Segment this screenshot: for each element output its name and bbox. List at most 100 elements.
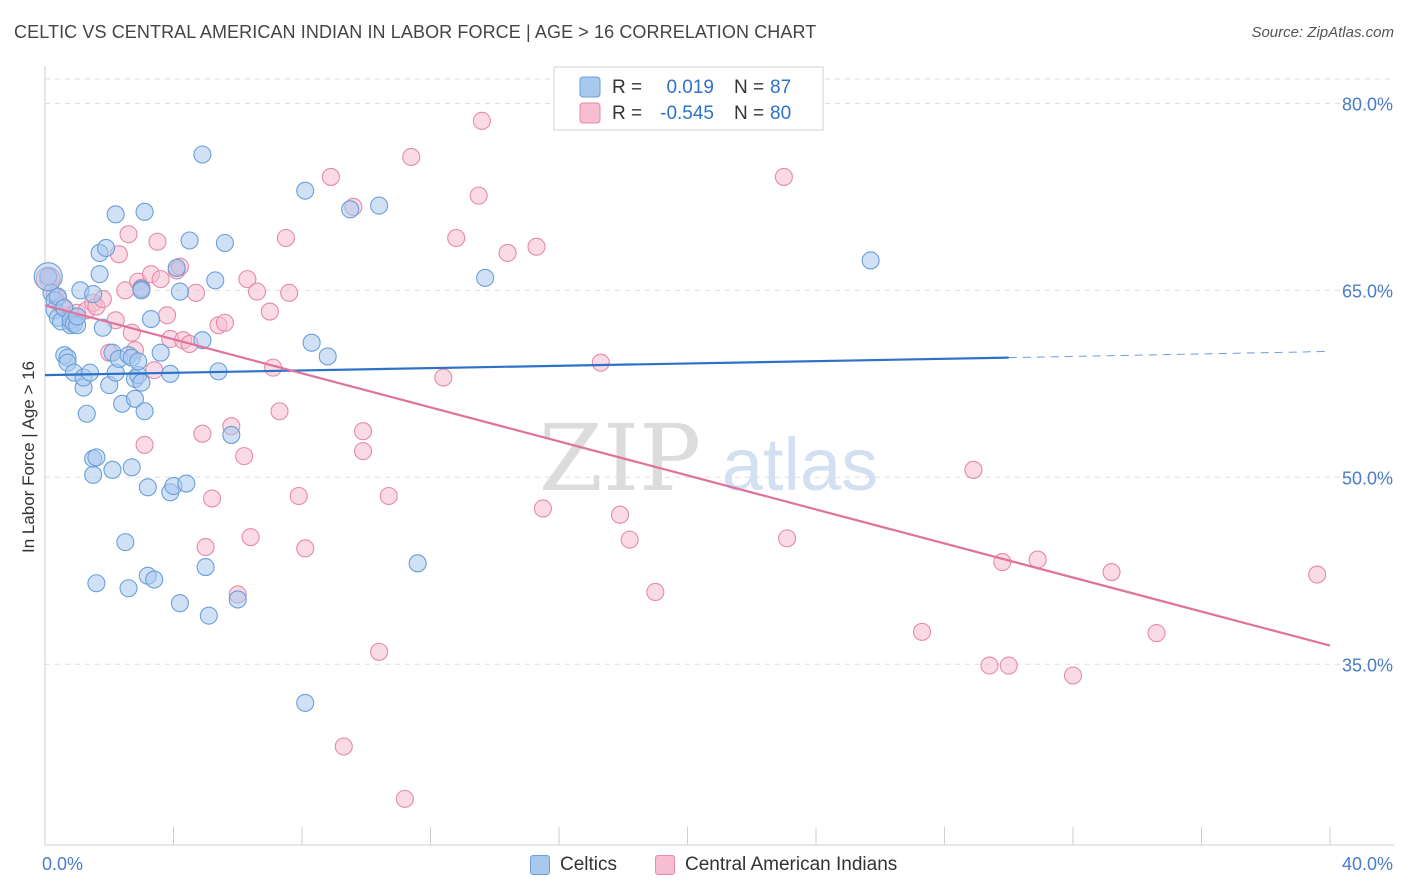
data-point-celtics: [296, 693, 315, 712]
trend-line-celtics: [44, 356, 1009, 377]
data-point-celtics: [87, 574, 106, 593]
y-tick-label: 80.0%: [1342, 94, 1393, 114]
y-axis-label: In Labor Force | Age > 16: [19, 361, 38, 553]
legend-n-label: N =: [734, 103, 764, 124]
data-point-central-american-indians: [247, 282, 267, 301]
y-tick-label: 50.0%: [1342, 468, 1393, 488]
data-point-celtics: [135, 202, 154, 221]
data-point-celtics: [132, 373, 151, 392]
data-point-central-american-indians: [296, 539, 315, 558]
data-point-celtics: [177, 474, 196, 493]
data-point-central-american-indians: [1102, 562, 1121, 582]
data-point-central-american-indians: [472, 111, 491, 130]
trend-line-central-american-indians: [44, 304, 1331, 647]
data-point-central-american-indians: [980, 656, 999, 675]
legend-n-value: 80: [770, 103, 791, 124]
series-celtics-points: [33, 145, 880, 712]
data-point-celtics: [193, 331, 212, 350]
legend-swatch-celtics: [530, 855, 550, 875]
data-point-central-american-indians: [964, 460, 983, 479]
data-point-central-american-indians: [151, 270, 170, 289]
data-point-celtics: [103, 460, 122, 479]
data-point-central-american-indians: [912, 622, 932, 641]
data-point-central-american-indians: [646, 582, 665, 602]
data-point-celtics: [861, 251, 880, 270]
data-point-celtics: [84, 465, 103, 484]
data-point-central-american-indians: [270, 402, 289, 421]
data-point-celtics: [106, 205, 125, 224]
data-point-celtics: [122, 458, 141, 477]
data-point-central-american-indians: [527, 237, 546, 256]
data-point-central-american-indians: [774, 167, 793, 186]
trend-lines: [44, 304, 1331, 647]
data-point-central-american-indians: [434, 368, 453, 387]
legend-n-value: 87: [770, 77, 791, 98]
data-point-celtics: [180, 231, 199, 250]
data-point-central-american-indians: [1147, 624, 1166, 643]
tick-labels: 80.0% 65.0% 50.0% 35.0% 0.0% 40.0%: [42, 94, 1393, 874]
legend-item-central-american-indians[interactable]: Central American Indians: [655, 852, 897, 878]
legend-item-celtics[interactable]: Celtics: [530, 852, 617, 878]
legend-n-label: N =: [734, 77, 764, 98]
data-point-central-american-indians: [203, 489, 222, 508]
series-central-american-indians-points: [35, 111, 1327, 808]
data-point-celtics: [93, 318, 112, 337]
legend-label-central-american-indians: Central American Indians: [685, 854, 898, 875]
legend-swatch-celtics: [579, 76, 601, 98]
data-point-central-american-indians: [533, 499, 552, 518]
data-point-central-american-indians: [379, 486, 398, 506]
legend-swatch-central-american-indians: [655, 855, 675, 875]
data-point-central-american-indians: [148, 232, 167, 251]
data-point-central-american-indians: [469, 186, 488, 205]
data-point-central-american-indians: [1063, 666, 1083, 685]
data-point-celtics: [84, 285, 103, 304]
data-point-central-american-indians: [1308, 565, 1327, 584]
data-point-central-american-indians: [353, 422, 373, 441]
legend-r-label: R =: [612, 77, 642, 98]
x-tick-label: 40.0%: [1342, 854, 1393, 874]
data-point-celtics: [341, 200, 360, 219]
legend-r-label: R =: [612, 103, 642, 124]
data-point-celtics: [228, 590, 247, 609]
series-legend: Celtics Central American Indians: [0, 852, 1406, 878]
data-point-celtics: [170, 594, 189, 613]
data-point-celtics: [370, 196, 389, 215]
data-point-central-american-indians: [235, 447, 254, 466]
data-point-central-american-indians: [276, 228, 295, 248]
axes: [44, 66, 1394, 846]
data-point-celtics: [90, 265, 109, 284]
data-point-central-american-indians: [370, 642, 389, 661]
data-point-central-american-indians: [620, 530, 639, 549]
data-point-celtics: [222, 425, 241, 444]
data-point-celtics: [96, 238, 116, 258]
legend-r-value: -0.545: [660, 103, 714, 124]
data-point-central-american-indians: [591, 353, 610, 372]
data-point-celtics: [135, 402, 154, 421]
data-point-celtics: [296, 181, 315, 200]
chart-title: CELTIC VS CENTRAL AMERICAN INDIAN IN LAB…: [14, 22, 817, 42]
data-point-central-american-indians: [289, 486, 308, 506]
x-tick-label: 0.0%: [42, 854, 83, 874]
data-point-central-american-indians: [395, 789, 414, 808]
trend-line-celtics-extension: [1008, 350, 1331, 359]
data-point-celtics: [129, 352, 148, 371]
legend-label-celtics: Celtics: [560, 854, 618, 875]
data-point-celtics: [125, 389, 144, 408]
data-point-celtics: [33, 262, 63, 292]
data-point-central-american-indians: [119, 225, 138, 244]
data-point-central-american-indians: [186, 283, 206, 302]
data-point-celtics: [141, 309, 161, 329]
data-point-celtics: [77, 404, 96, 423]
data-point-celtics: [151, 343, 170, 362]
data-point-celtics: [167, 258, 186, 277]
data-point-central-american-indians: [135, 435, 154, 454]
legend-swatch-central-american-indians: [579, 102, 601, 124]
data-point-central-american-indians: [610, 505, 630, 524]
legend-r-value: 0.019: [666, 77, 714, 98]
y-tick-label: 65.0%: [1342, 281, 1393, 301]
data-point-celtics: [138, 478, 157, 497]
source-credit: Source: ZipAtlas.com: [1251, 24, 1394, 41]
data-point-central-american-indians: [447, 228, 466, 248]
data-point-central-american-indians: [215, 313, 234, 332]
